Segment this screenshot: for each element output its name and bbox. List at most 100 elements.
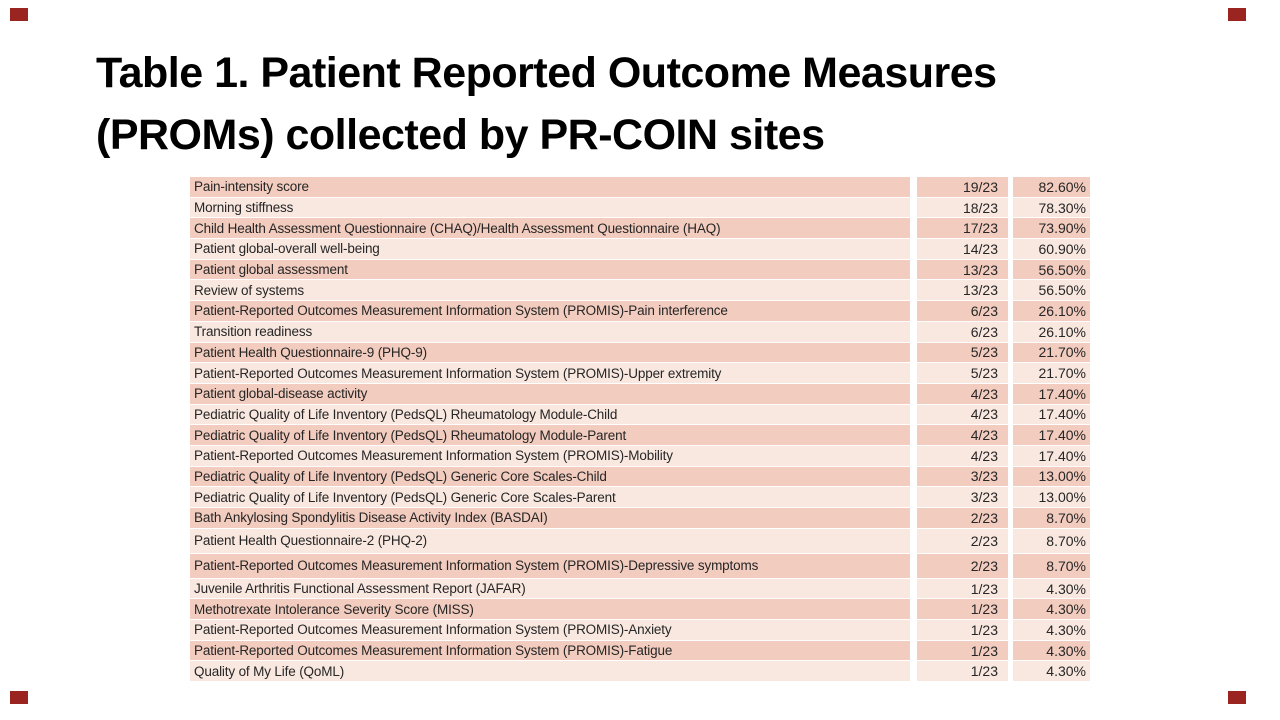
sites-count-cell: 13/23 xyxy=(917,280,1008,302)
percentage-cell: 4.30% xyxy=(1013,640,1090,662)
corner-accent-top-left xyxy=(10,8,28,21)
sites-count-cell: 4/23 xyxy=(917,425,1008,446)
table-row: Patient Health Questionnaire-9 (PHQ-9) 5… xyxy=(190,342,1090,364)
table-row: Pain-intensity score 19/23 82.60% xyxy=(190,177,1090,198)
table-row: Morning stiffness 18/23 78.30% xyxy=(190,197,1090,219)
column-gutter xyxy=(910,620,917,641)
table-row: Pediatric Quality of Life Inventory (Ped… xyxy=(190,425,1090,446)
measure-name-cell: Patient global-overall well-being xyxy=(190,239,910,260)
column-gutter xyxy=(1008,578,1013,600)
measure-name-cell: Pediatric Quality of Life Inventory (Ped… xyxy=(190,404,910,426)
column-gutter xyxy=(1008,553,1013,579)
sites-count-cell: 2/23 xyxy=(917,508,1008,529)
column-gutter xyxy=(910,578,917,600)
percentage-cell: 56.50% xyxy=(1013,259,1090,281)
slide-title-line2: (PROMs) collected by PR-COIN sites xyxy=(96,111,825,159)
column-gutter xyxy=(1008,445,1013,467)
percentage-cell: 60.90% xyxy=(1013,239,1090,260)
column-gutter xyxy=(1008,363,1013,384)
column-gutter xyxy=(910,553,917,579)
measure-name-cell: Patient-Reported Outcomes Measurement In… xyxy=(190,301,910,322)
sites-count-cell: 17/23 xyxy=(917,218,1008,240)
sites-count-cell: 18/23 xyxy=(917,197,1008,219)
column-gutter xyxy=(910,197,917,219)
measure-name-cell: Morning stiffness xyxy=(190,197,910,219)
corner-accent-top-right xyxy=(1228,8,1246,21)
table-row: Juvenile Arthritis Functional Assessment… xyxy=(190,578,1090,600)
sites-count-cell: 1/23 xyxy=(917,640,1008,662)
column-gutter xyxy=(1008,197,1013,219)
table-row: Pediatric Quality of Life Inventory (Ped… xyxy=(190,487,1090,508)
table-row: Quality of My Life (QoML) 1/23 4.30% xyxy=(190,661,1090,683)
percentage-cell: 82.60% xyxy=(1013,177,1090,198)
sites-count-cell: 13/23 xyxy=(917,259,1008,281)
column-gutter xyxy=(910,239,917,260)
percentage-cell: 26.10% xyxy=(1013,301,1090,322)
sites-count-cell: 4/23 xyxy=(917,445,1008,467)
measure-name-cell: Transition readiness xyxy=(190,321,910,343)
sites-count-cell: 3/23 xyxy=(917,466,1008,488)
percentage-cell: 8.70% xyxy=(1013,528,1090,554)
percentage-cell: 4.30% xyxy=(1013,578,1090,600)
percentage-cell: 4.30% xyxy=(1013,661,1090,683)
measure-name-cell: Bath Ankylosing Spondylitis Disease Acti… xyxy=(190,508,910,529)
table-row: Patient global-disease activity 4/23 17.… xyxy=(190,383,1090,405)
column-gutter xyxy=(1008,599,1013,621)
table-row: Pediatric Quality of Life Inventory (Ped… xyxy=(190,466,1090,488)
table-row: Methotrexate Intolerance Severity Score … xyxy=(190,599,1090,621)
percentage-cell: 17.40% xyxy=(1013,425,1090,446)
percentage-cell: 8.70% xyxy=(1013,508,1090,529)
table-row: Child Health Assessment Questionnaire (C… xyxy=(190,218,1090,240)
table-row: Patient global assessment 13/23 56.50% xyxy=(190,259,1090,281)
measure-name-cell: Review of systems xyxy=(190,280,910,302)
measure-name-cell: Patient-Reported Outcomes Measurement In… xyxy=(190,363,910,384)
column-gutter xyxy=(910,487,917,508)
sites-count-cell: 14/23 xyxy=(917,239,1008,260)
column-gutter xyxy=(1008,259,1013,281)
sites-count-cell: 1/23 xyxy=(917,620,1008,641)
measure-name-cell: Patient Health Questionnaire-9 (PHQ-9) xyxy=(190,342,910,364)
column-gutter xyxy=(1008,177,1013,198)
measure-name-cell: Pediatric Quality of Life Inventory (Ped… xyxy=(190,487,910,508)
column-gutter xyxy=(1008,342,1013,364)
slide-title-line1: Table 1. Patient Reported Outcome Measur… xyxy=(96,49,997,97)
column-gutter xyxy=(1008,508,1013,529)
measure-name-cell: Patient global assessment xyxy=(190,259,910,281)
measure-name-cell: Patient Health Questionnaire-2 (PHQ-2) xyxy=(190,528,910,554)
percentage-cell: 78.30% xyxy=(1013,197,1090,219)
measure-name-cell: Patient global-disease activity xyxy=(190,383,910,405)
percentage-cell: 56.50% xyxy=(1013,280,1090,302)
table-row: Patient-Reported Outcomes Measurement In… xyxy=(190,445,1090,467)
column-gutter xyxy=(910,599,917,621)
percentage-cell: 13.00% xyxy=(1013,466,1090,488)
column-gutter xyxy=(910,259,917,281)
table-row: Review of systems 13/23 56.50% xyxy=(190,280,1090,302)
measure-name-cell: Patient-Reported Outcomes Measurement In… xyxy=(190,445,910,467)
sites-count-cell: 4/23 xyxy=(917,404,1008,426)
percentage-cell: 4.30% xyxy=(1013,599,1090,621)
corner-accent-bottom-right xyxy=(1228,691,1246,704)
percentage-cell: 13.00% xyxy=(1013,487,1090,508)
column-gutter xyxy=(1008,528,1013,554)
column-gutter xyxy=(910,342,917,364)
corner-accent-bottom-left xyxy=(10,691,28,704)
table-row: Patient-Reported Outcomes Measurement In… xyxy=(190,640,1090,662)
table-row: Patient global-overall well-being 14/23 … xyxy=(190,239,1090,260)
column-gutter xyxy=(910,640,917,662)
table-row: Patient-Reported Outcomes Measurement In… xyxy=(190,363,1090,384)
column-gutter xyxy=(1008,218,1013,240)
column-gutter xyxy=(1008,620,1013,641)
column-gutter xyxy=(1008,280,1013,302)
percentage-cell: 8.70% xyxy=(1013,553,1090,579)
measure-name-cell: Patient-Reported Outcomes Measurement In… xyxy=(190,640,910,662)
measure-name-cell: Juvenile Arthritis Functional Assessment… xyxy=(190,578,910,600)
column-gutter xyxy=(910,445,917,467)
measure-name-cell: Patient-Reported Outcomes Measurement In… xyxy=(190,553,910,579)
sites-count-cell: 6/23 xyxy=(917,301,1008,322)
percentage-cell: 17.40% xyxy=(1013,445,1090,467)
percentage-cell: 17.40% xyxy=(1013,404,1090,426)
column-gutter xyxy=(910,661,917,683)
column-gutter xyxy=(1008,661,1013,683)
table-row: Patient-Reported Outcomes Measurement In… xyxy=(190,301,1090,322)
column-gutter xyxy=(910,363,917,384)
